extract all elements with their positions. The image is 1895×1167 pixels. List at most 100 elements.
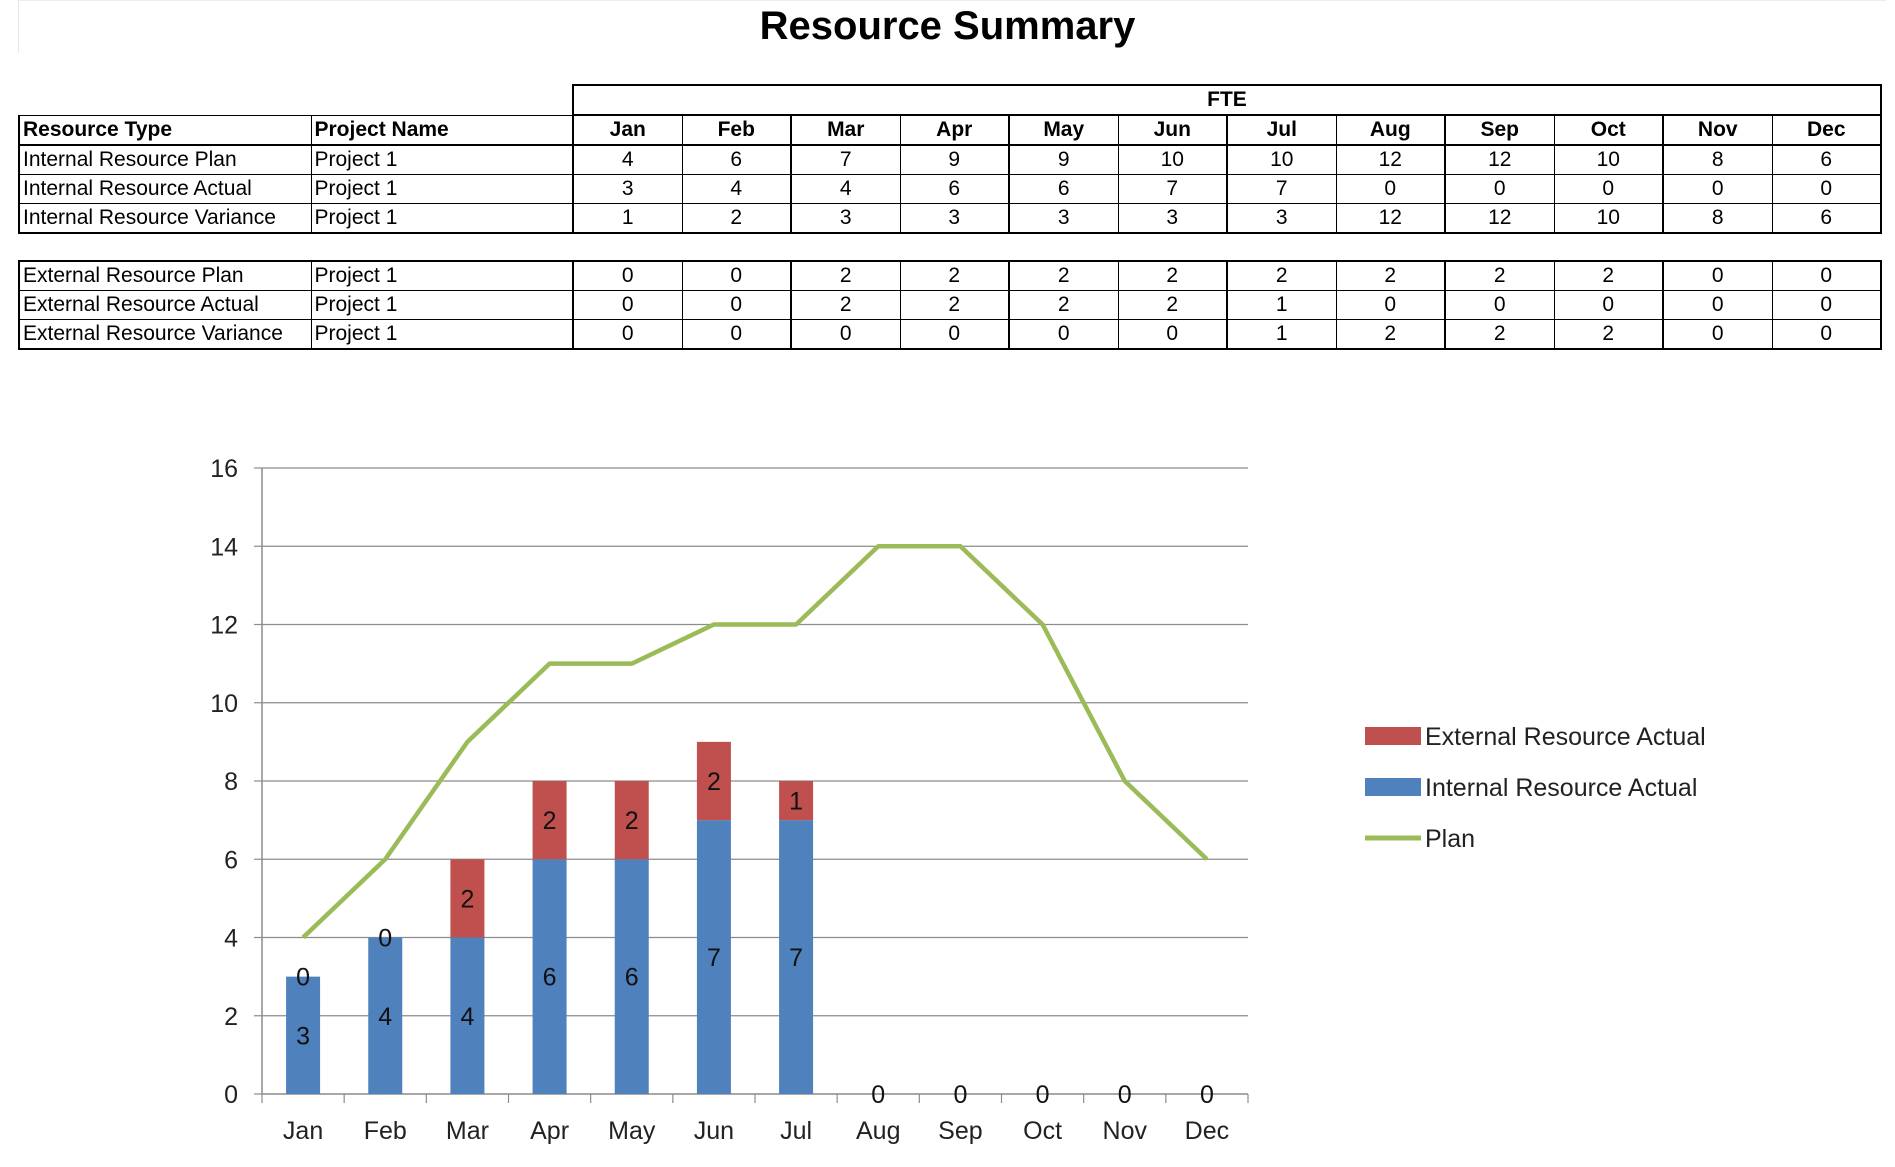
fte-value-cell: 3 bbox=[1008, 203, 1119, 234]
data-label-internal: 6 bbox=[543, 964, 557, 992]
bar-external-resource-actual bbox=[696, 741, 731, 821]
blank-cell bbox=[19, 85, 311, 115]
fte-value-cell: 3 bbox=[899, 203, 1010, 234]
fte-value-cell: 0 bbox=[1553, 290, 1664, 320]
legend-label: External Resource Actual bbox=[1425, 723, 1706, 751]
fte-value-cell: 2 bbox=[899, 290, 1010, 320]
resource-type-cell: Internal Resource Plan bbox=[18, 144, 312, 175]
fte-value-cell: 0 bbox=[572, 260, 683, 291]
fte-value-cell: 2 bbox=[899, 260, 1010, 291]
x-tick-label: Oct bbox=[1023, 1117, 1062, 1145]
legend-label: Internal Resource Actual bbox=[1425, 774, 1697, 802]
fte-value-cell: 0 bbox=[1771, 290, 1882, 320]
fte-value-cell: 3 bbox=[790, 203, 901, 234]
data-label-external: 0 bbox=[378, 925, 392, 953]
fte-value-cell: 2 bbox=[1444, 319, 1555, 350]
fte-value-cell: 2 bbox=[1226, 260, 1337, 291]
data-label-internal: 3 bbox=[296, 1022, 310, 1050]
fte-value-cell: 2 bbox=[1335, 260, 1446, 291]
project-name-cell: Project 1 bbox=[310, 174, 574, 204]
bar-internal-resource-actual bbox=[450, 937, 485, 1094]
page-title: Resource Summary bbox=[759, 4, 1136, 48]
fte-value-cell: 1 bbox=[572, 203, 683, 234]
bar-external-resource-actual bbox=[532, 781, 567, 860]
y-tick-label: 4 bbox=[224, 925, 238, 953]
header-resource-type: Resource Type bbox=[18, 114, 312, 146]
legend-swatch bbox=[1365, 727, 1421, 745]
fte-value-cell: 9 bbox=[1008, 144, 1119, 175]
header-month-may: May bbox=[1008, 114, 1119, 146]
chart-plan-line bbox=[301, 544, 1209, 940]
fte-value-cell: 0 bbox=[1444, 174, 1555, 204]
bar-internal-resource-actual bbox=[286, 976, 321, 1094]
fte-value-cell: 0 bbox=[1008, 319, 1119, 350]
x-tick-label: May bbox=[608, 1117, 656, 1145]
fte-value-cell: 3 bbox=[1226, 203, 1337, 234]
data-label-external: 2 bbox=[460, 885, 474, 913]
sheet-top-gridline bbox=[18, 0, 1886, 1]
y-tick-label: 14 bbox=[210, 533, 238, 561]
header-month-jun: Jun bbox=[1117, 114, 1228, 146]
x-tick-label: Nov bbox=[1103, 1117, 1148, 1145]
fte-table: FTE Resource Type Project Name Jan Feb Mar… bbox=[18, 84, 1882, 350]
fte-value-cell: 10 bbox=[1553, 144, 1664, 175]
fte-value-cell: 12 bbox=[1335, 203, 1446, 234]
header-month-dec: Dec bbox=[1771, 114, 1882, 146]
bar-internal-resource-actual bbox=[696, 820, 731, 1094]
data-label-external: 0 bbox=[1200, 1081, 1214, 1109]
data-label-external: 2 bbox=[625, 807, 639, 835]
x-tick-label: Dec bbox=[1185, 1117, 1229, 1145]
fte-value-cell: 2 bbox=[1335, 319, 1446, 350]
table-spacer-row bbox=[19, 233, 1881, 261]
data-label-internal: 7 bbox=[707, 944, 721, 972]
x-tick-label: Jul bbox=[780, 1117, 812, 1145]
fte-value-cell: 7 bbox=[1117, 174, 1228, 204]
x-tick-label: Jun bbox=[694, 1117, 734, 1145]
x-tick-label: Apr bbox=[530, 1117, 569, 1145]
fte-value-cell: 0 bbox=[1662, 319, 1773, 350]
data-label-external: 2 bbox=[707, 768, 721, 796]
fte-value-cell: 1 bbox=[1226, 290, 1337, 320]
fte-value-cell: 6 bbox=[1771, 203, 1882, 234]
fte-value-cell: 0 bbox=[1335, 290, 1446, 320]
fte-value-cell: 0 bbox=[1771, 174, 1882, 204]
resource-type-cell: External Resource Plan bbox=[18, 260, 312, 291]
sheet-left-gridline bbox=[18, 0, 19, 53]
header-project-name: Project Name bbox=[310, 114, 574, 146]
x-tick-label: Jan bbox=[283, 1117, 323, 1145]
fte-value-cell: 2 bbox=[1444, 260, 1555, 291]
chart-legend: External Resource Actual Internal Resourc… bbox=[1365, 723, 1706, 853]
resource-type-cell: External Resource Variance bbox=[18, 319, 312, 350]
header-month-nov: Nov bbox=[1662, 114, 1773, 146]
x-tick-label: Feb bbox=[364, 1117, 407, 1145]
project-name-cell: Project 1 bbox=[310, 260, 574, 291]
data-label-internal: 4 bbox=[378, 1003, 392, 1031]
fte-value-cell: 2 bbox=[1008, 290, 1119, 320]
fte-value-cell: 2 bbox=[1117, 290, 1228, 320]
data-label-external: 2 bbox=[543, 807, 557, 835]
fte-value-cell: 10 bbox=[1117, 144, 1228, 175]
fte-value-cell: 2 bbox=[1553, 260, 1664, 291]
legend-label: Plan bbox=[1425, 825, 1475, 853]
blank-cell bbox=[311, 85, 573, 115]
x-tick-label: Sep bbox=[938, 1117, 982, 1145]
fte-value-cell: 0 bbox=[899, 319, 1010, 350]
header-month-jan: Jan bbox=[572, 114, 683, 146]
fte-value-cell: 10 bbox=[1553, 203, 1664, 234]
fte-value-cell: 0 bbox=[1444, 290, 1555, 320]
resource-type-cell: External Resource Actual bbox=[18, 290, 312, 320]
fte-value-cell: 4 bbox=[572, 144, 683, 175]
fte-value-cell: 3 bbox=[1117, 203, 1228, 234]
fte-value-cell: 6 bbox=[899, 174, 1010, 204]
y-tick-label: 6 bbox=[224, 846, 238, 874]
header-month-mar: Mar bbox=[790, 114, 901, 146]
bar-external-resource-actual bbox=[779, 781, 814, 821]
fte-group-header-row: FTE bbox=[19, 84, 1882, 116]
fte-value-cell: 0 bbox=[1771, 260, 1882, 291]
data-label-external: 0 bbox=[953, 1081, 967, 1109]
fte-value-cell: 0 bbox=[572, 319, 683, 350]
